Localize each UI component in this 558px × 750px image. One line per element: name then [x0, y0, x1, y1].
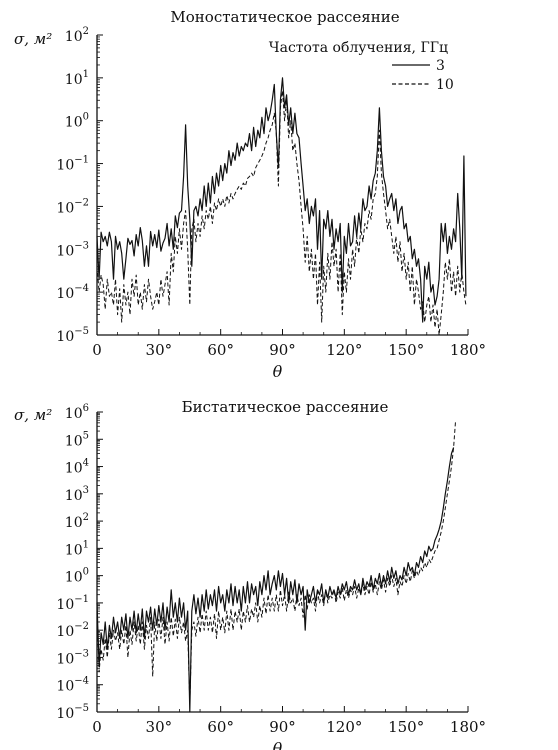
y-tick-label: 105	[65, 430, 89, 449]
y-tick-exponent: −2	[74, 621, 89, 632]
y-tick-label: 101	[65, 69, 89, 88]
y-tick-label: 10−5	[56, 703, 89, 722]
y-tick-label: 10−3	[56, 240, 89, 259]
legend-label: 10	[436, 77, 454, 93]
y-tick-label: 10−5	[56, 326, 89, 345]
y-tick-base: 10	[56, 158, 74, 174]
y-axis-label: σ, м²	[14, 406, 52, 424]
x-tick-label: 120°	[326, 341, 362, 359]
y-tick-exponent: −4	[74, 283, 89, 294]
y-tick-exponent: −1	[74, 594, 89, 605]
chart-title: Бистатическое рассеяние	[182, 398, 389, 416]
y-tick-exponent: −5	[74, 703, 89, 714]
y-tick-exponent: −3	[74, 240, 89, 251]
y-tick-base: 10	[56, 329, 74, 345]
y-tick-base: 10	[56, 624, 74, 640]
legend-label: 3	[436, 58, 445, 74]
y-tick-base: 10	[56, 200, 74, 216]
y-tick-base: 10	[65, 461, 83, 477]
y-tick-label: 103	[65, 485, 89, 504]
y-tick-label: 10−2	[56, 197, 89, 216]
x-tick-label: 30°	[146, 341, 173, 359]
y-tick-base: 10	[65, 542, 83, 558]
x-tick-label: 60°	[207, 341, 234, 359]
x-axis-label: θ	[273, 739, 283, 750]
y-tick-exponent: 2	[83, 512, 89, 523]
y-tick-exponent: 1	[83, 539, 89, 550]
y-tick-base: 10	[65, 570, 83, 586]
x-tick-label: 90°	[269, 718, 296, 736]
x-tick-label: 180°	[450, 718, 486, 736]
y-tick-exponent: 0	[83, 567, 89, 578]
y-tick-label: 10−2	[56, 621, 89, 640]
y-tick-label: 104	[65, 458, 89, 477]
y-tick-base: 10	[56, 286, 74, 302]
y-tick-label: 10−1	[56, 594, 89, 613]
y-tick-label: 10−4	[56, 283, 89, 302]
y-tick-label: 101	[65, 539, 89, 558]
y-tick-label: 10−3	[56, 648, 89, 667]
y-tick-exponent: 6	[83, 403, 89, 414]
x-tick-label: 120°	[326, 718, 362, 736]
y-tick-base: 10	[65, 406, 83, 422]
y-tick-exponent: −5	[74, 326, 89, 337]
series-line-10	[96, 90, 467, 336]
y-tick-label: 106	[65, 403, 89, 422]
y-tick-exponent: −3	[74, 648, 89, 659]
y-tick-exponent: −2	[74, 197, 89, 208]
y-tick-label: 100	[65, 112, 89, 131]
y-tick-base: 10	[56, 706, 74, 722]
y-tick-base: 10	[65, 115, 83, 131]
y-tick-base: 10	[56, 597, 74, 613]
y-tick-base: 10	[65, 488, 83, 504]
y-tick-exponent: 4	[83, 458, 89, 469]
y-tick-exponent: 3	[83, 485, 89, 496]
y-tick-exponent: 0	[83, 112, 89, 123]
y-tick-label: 102	[65, 26, 89, 45]
y-tick-base: 10	[56, 243, 74, 259]
chart-title: Моностатическое рассеяние	[170, 8, 399, 26]
y-tick-exponent: 1	[83, 69, 89, 80]
x-tick-label: 90°	[269, 341, 296, 359]
x-tick-label: 30°	[146, 718, 173, 736]
x-axis-label: θ	[273, 362, 283, 381]
y-tick-base: 10	[65, 29, 83, 45]
y-tick-exponent: 2	[83, 26, 89, 37]
y-tick-base: 10	[65, 515, 83, 531]
x-tick-label: 150°	[388, 718, 424, 736]
y-tick-label: 10−4	[56, 676, 89, 695]
y-tick-label: 10−1	[56, 155, 89, 174]
y-axis-label: σ, м²	[14, 30, 52, 48]
series-line-3	[96, 77, 467, 323]
x-tick-label: 60°	[207, 718, 234, 736]
y-tick-exponent: 5	[83, 430, 89, 441]
x-tick-label: 150°	[388, 341, 424, 359]
x-tick-label: 0	[92, 718, 102, 736]
y-tick-base: 10	[56, 651, 74, 667]
series-line-10	[96, 420, 457, 705]
legend-title: Частота облучения, ГГц	[269, 40, 448, 56]
x-tick-label: 0	[92, 341, 102, 359]
x-tick-label: 180°	[450, 341, 486, 359]
y-tick-base: 10	[56, 679, 74, 695]
y-tick-label: 100	[65, 567, 89, 586]
y-tick-base: 10	[65, 72, 83, 88]
y-tick-label: 102	[65, 512, 89, 531]
series-line-3	[96, 447, 455, 713]
y-tick-exponent: −1	[74, 155, 89, 166]
y-tick-base: 10	[65, 433, 83, 449]
y-tick-exponent: −4	[74, 676, 89, 687]
